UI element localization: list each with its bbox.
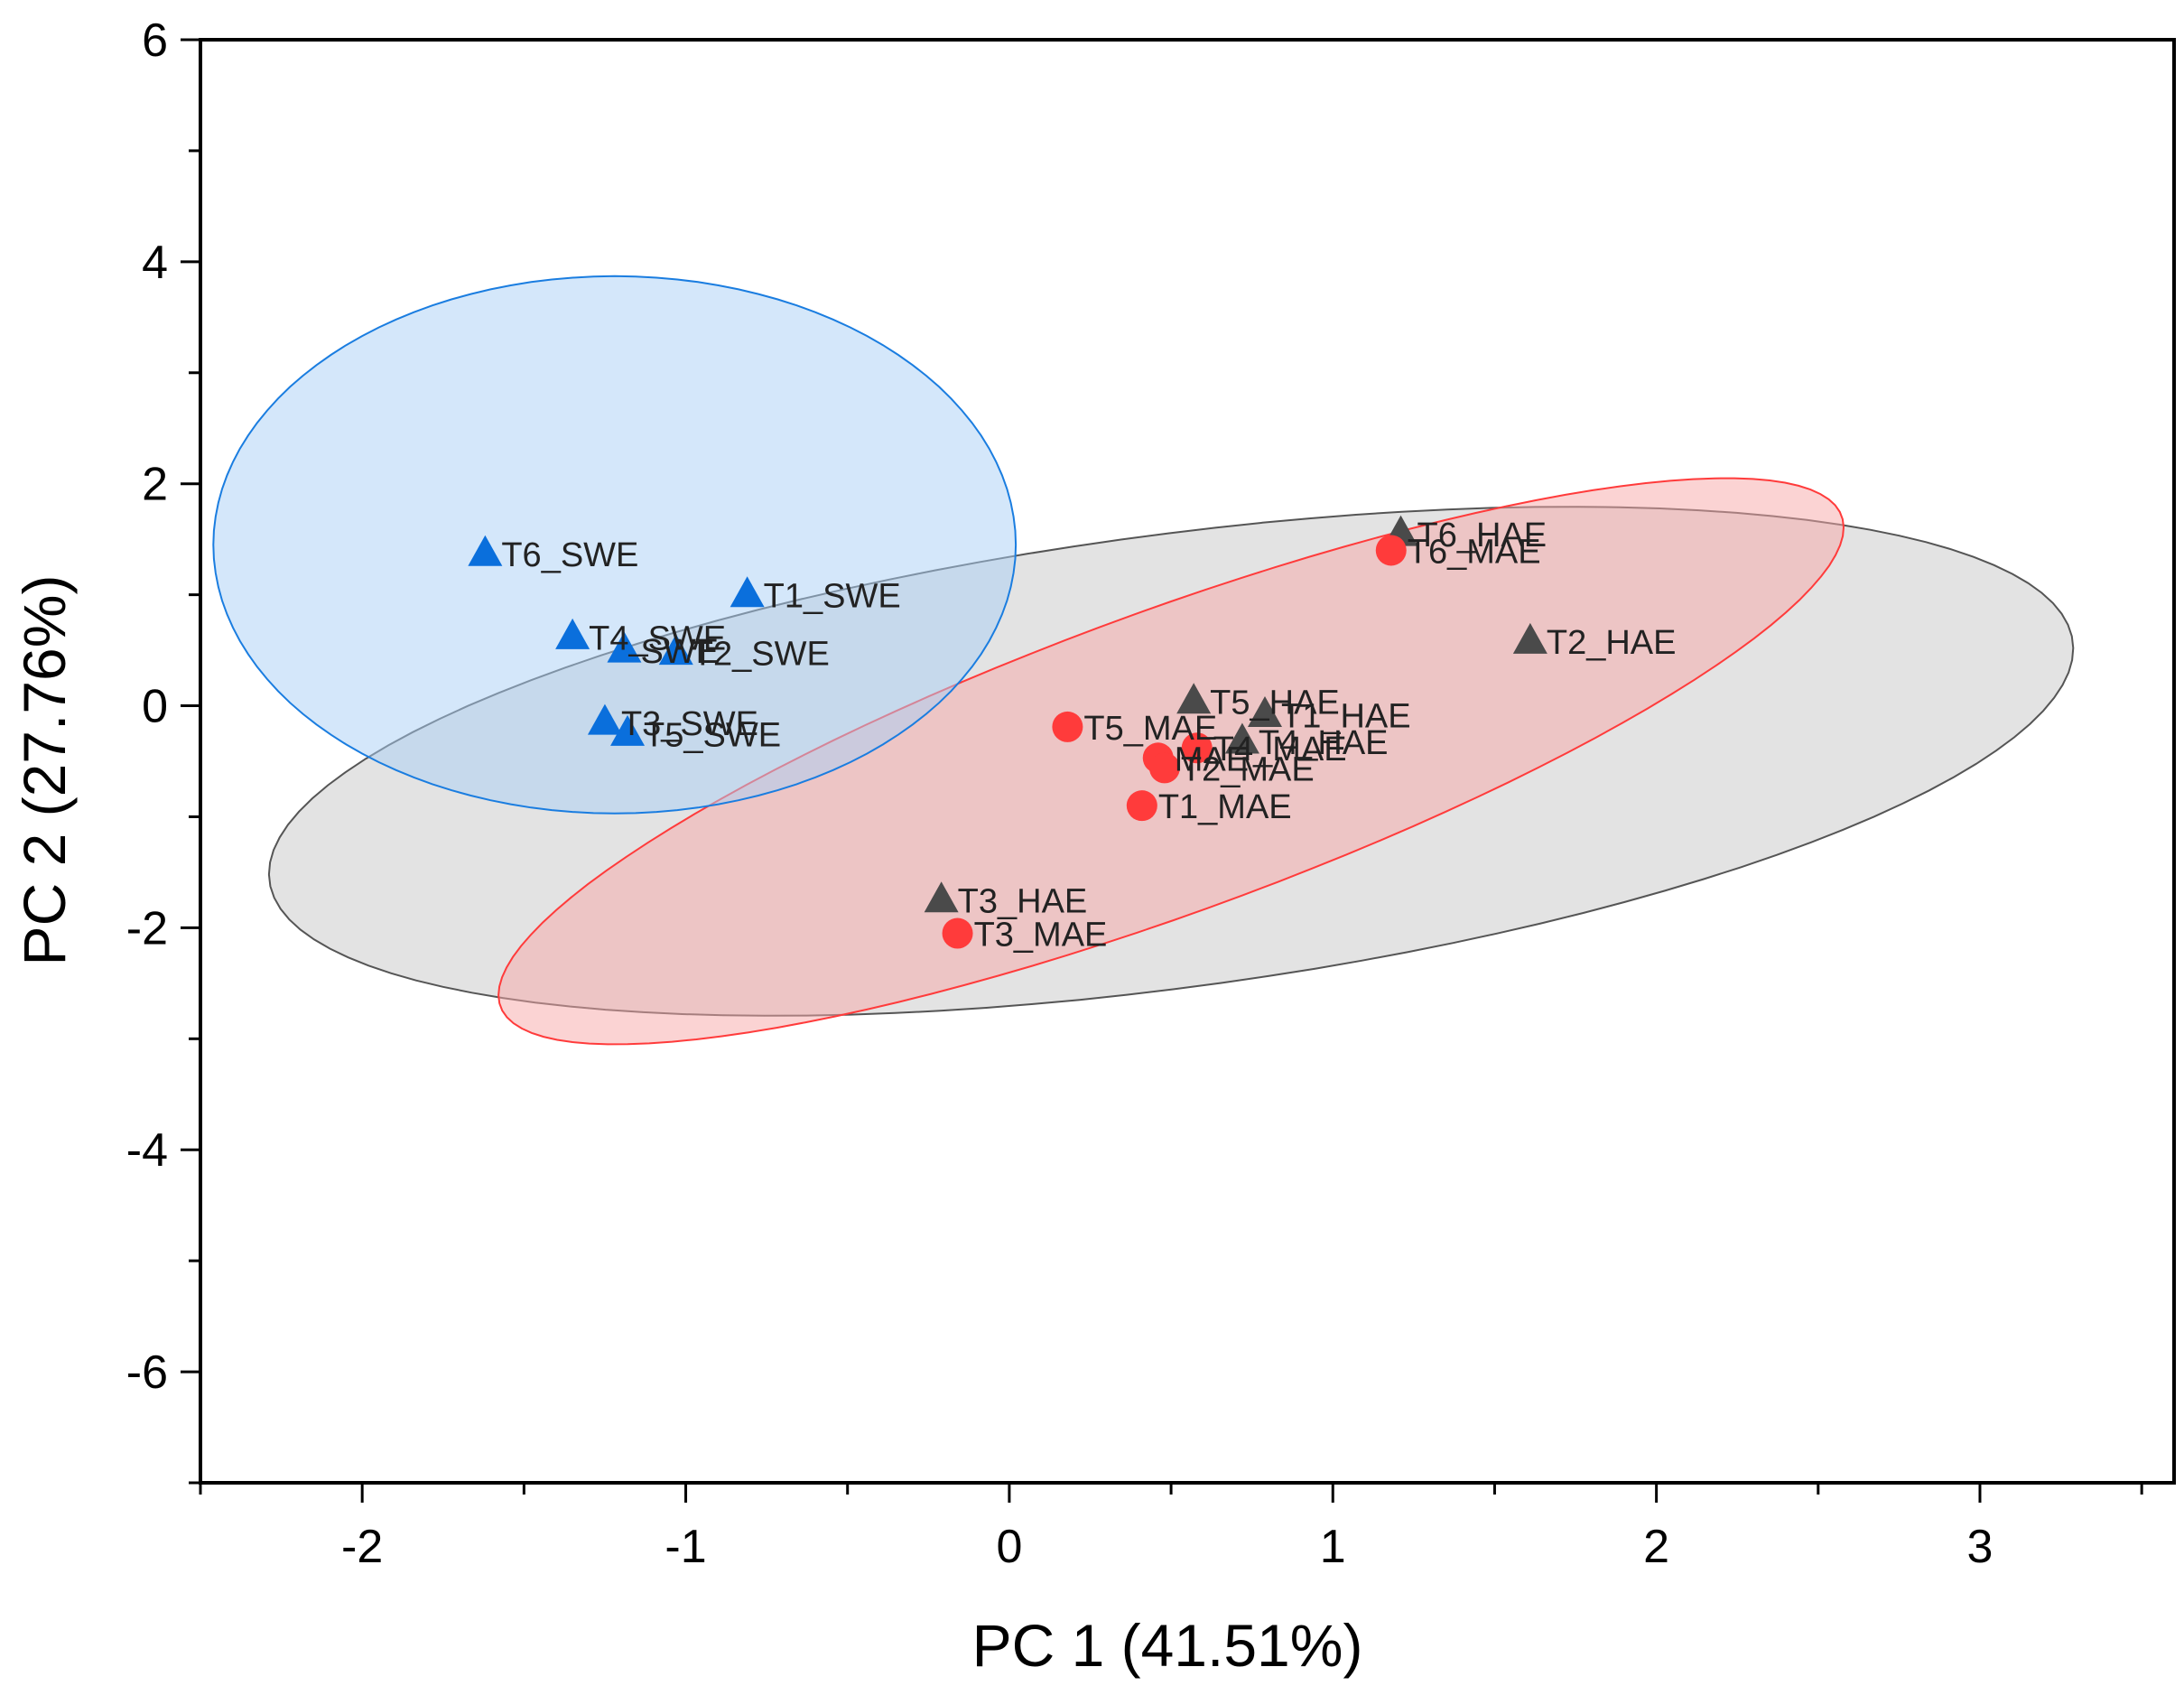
label-t6-hae: T6_HAE	[1417, 517, 1547, 554]
label-t3-mae: T3_MAE	[974, 917, 1108, 955]
y-tick-label: -2	[126, 902, 168, 955]
point-t4-hae	[1224, 722, 1259, 754]
point-t2-hae	[1512, 622, 1547, 654]
point-swe	[607, 631, 642, 663]
ellipse-swe	[212, 275, 1018, 815]
label-t6-swe: T6_SWE	[501, 536, 638, 574]
point-t5-swe	[610, 714, 646, 746]
label-t4-hae: T4_HAE	[1259, 724, 1389, 762]
label-t1-swe: T1_SWE	[764, 578, 901, 616]
label-swe: SWE	[640, 633, 719, 671]
point-t3-mae	[942, 917, 973, 949]
point-t1-swe	[730, 576, 765, 608]
point-t3-hae	[924, 881, 959, 913]
label-t4-mae: T4_MAE	[1213, 731, 1347, 768]
y-tick-label: 6	[142, 14, 168, 67]
label-t6-mae: T6_MAE	[1408, 533, 1541, 571]
plot-frame	[199, 38, 2176, 1485]
confidence-ellipses	[212, 275, 2075, 1046]
x-tick-label: -1	[664, 1521, 706, 1573]
label-t3-swe: T3_SWE	[621, 705, 758, 743]
label-t5-swe: T5_SWE	[644, 716, 781, 754]
point-t6-mae	[1375, 535, 1407, 566]
point-t4-mae	[1181, 732, 1213, 764]
y-tick-label: 2	[142, 459, 168, 511]
point-t4-swe	[555, 618, 590, 649]
label-t5-mae: T5_MAE	[1083, 710, 1217, 748]
label-t2-swe: T2_SWE	[692, 636, 830, 674]
point-t5-hae	[1176, 683, 1212, 714]
x-tick-label: -2	[341, 1521, 383, 1573]
label-t1-hae: T1_HAE	[1281, 697, 1411, 735]
label-t2-mae: T2_MAE	[1181, 750, 1315, 788]
data-points	[468, 515, 1547, 949]
point-t1-mae	[1126, 790, 1157, 822]
y-tick-label: -4	[126, 1124, 168, 1177]
x-tick-label: 1	[1320, 1521, 1346, 1573]
point-t3-swe	[587, 703, 622, 735]
point-t2-swe	[658, 634, 693, 666]
label-t1-mae: T1_MAE	[1158, 788, 1292, 826]
x-tick-label: 2	[1643, 1521, 1669, 1573]
y-axis-title: PC 2 (27.76%)	[11, 575, 78, 966]
x-tick-label: 3	[1967, 1521, 1993, 1573]
label-t3-hae: T3_HAE	[958, 883, 1088, 921]
label-mae: MAE	[1175, 740, 1249, 778]
y-tick-label: 4	[142, 237, 168, 289]
label-t2-hae: T2_HAE	[1547, 624, 1677, 662]
axes: -2 -1 0 1 2 3 -6 -4 -2 0 2 4 6 PC 1 (41.51%) PC 2 (27.…	[11, 14, 2176, 1679]
x-tick-label: 0	[996, 1521, 1022, 1573]
label-t4-swe: T4_SWE	[589, 619, 726, 657]
y-tick-label: 0	[142, 681, 168, 733]
point-t1-hae	[1248, 695, 1283, 727]
label-t5-hae: T5_HAE	[1210, 685, 1340, 722]
x-axis-title: PC 1 (41.51%)	[972, 1612, 1363, 1679]
point-t5-mae	[1052, 711, 1083, 742]
point-t6-swe	[468, 535, 503, 566]
y-tick-label: -6	[126, 1346, 168, 1399]
point-t2-mae	[1148, 752, 1180, 784]
